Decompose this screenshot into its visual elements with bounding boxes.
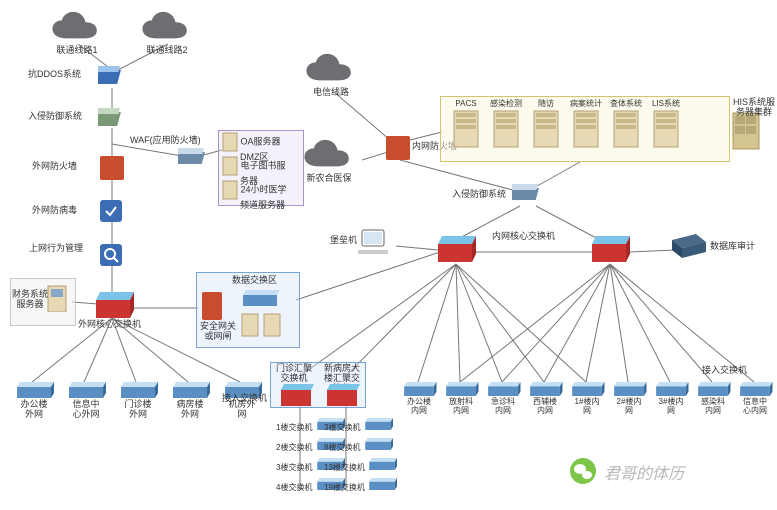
device-core-int1	[434, 236, 476, 264]
firewall-icon	[100, 156, 124, 180]
gateway-fw	[202, 292, 222, 320]
firewall-icon	[386, 136, 410, 160]
cloud-unicom1: 联通线路1	[48, 10, 106, 56]
device-core-ext	[92, 292, 134, 320]
cloud-ncms: 新农合医保	[300, 138, 358, 184]
label-access-floor: 接入交换机	[222, 394, 267, 404]
agg-switch-1	[278, 384, 314, 408]
device-fw-ext	[100, 156, 124, 180]
device-ips-int	[512, 184, 542, 204]
label-av-ext: 外网防病毒	[32, 206, 77, 216]
label-antiddos: 抗DDOS系统	[28, 70, 81, 80]
device-core-int2	[588, 236, 630, 264]
watermark	[570, 458, 596, 486]
access-switch-ext: 门诊楼外网	[116, 382, 160, 420]
floor-switch: 13楼交换机	[324, 458, 397, 473]
device-waf	[178, 148, 208, 168]
server-rack: 病案统计	[568, 100, 604, 151]
label-data-exchange-title: 数据交换区	[232, 276, 277, 286]
device-behav	[100, 244, 122, 268]
wechat-icon	[570, 458, 596, 484]
label-behav: 上网行为管理	[28, 244, 84, 254]
label-agg1: 门诊汇聚交换机	[272, 364, 316, 384]
gateway-switch	[240, 290, 280, 308]
server-rack: 感染检测	[488, 100, 524, 151]
access-switch-int: 急诊科内网	[484, 382, 522, 416]
cloud-unicom2: 联通线路2	[138, 10, 196, 56]
device-db-audit	[672, 234, 706, 260]
label-gateway: 安全网关或网闸	[198, 322, 238, 342]
floor-switch: 8楼交换机	[324, 438, 393, 453]
floor-switch: 19楼交换机	[324, 478, 397, 493]
label-waf: WAF(应用防火墙)	[130, 136, 201, 146]
agg-switch-2	[324, 384, 360, 408]
access-switch-ext: 病房楼外网	[168, 382, 212, 420]
device-antiddos	[98, 66, 124, 88]
firewall-icon	[202, 292, 222, 320]
cloud-telecom: 电信线路	[302, 52, 360, 98]
gateway-servers	[240, 312, 284, 340]
dmz-row-2: 24小时医学频道服务器	[222, 180, 302, 211]
access-switch-int: 西辅楼内网	[526, 382, 564, 416]
server-rack: 随访	[528, 100, 564, 151]
finance-server	[46, 284, 68, 314]
label-int-access: 接入交换机	[702, 366, 747, 376]
floor-switch: 3楼交换机	[324, 418, 393, 433]
device-bastion	[358, 228, 392, 258]
access-switch-int: 放射科内网	[442, 382, 480, 416]
access-switch-int: 2#楼内网	[610, 382, 648, 416]
label-finance: 财务系统服务器	[12, 290, 48, 310]
device-av-ext	[100, 200, 122, 224]
device-ips-ext	[98, 108, 124, 130]
label-bastion: 堡垒机	[330, 236, 357, 246]
access-switch-int: 3#楼内网	[652, 382, 690, 416]
watermark-text: 君哥的体历	[604, 460, 684, 484]
access-switch-ext: 办公楼外网	[12, 382, 56, 420]
access-switch-int: 感染科内网	[694, 382, 732, 416]
label-core-int: 内网核心交换机	[492, 232, 555, 242]
label-his-cluster: HIS系统服务器集群	[732, 98, 776, 118]
device-fw-int	[386, 136, 410, 160]
access-switch-int: 办公楼内网	[400, 382, 438, 416]
his-cluster	[732, 112, 760, 152]
label-core-ext: 外网核心交换机	[78, 320, 141, 330]
label-db-audit: 数据库审计	[710, 242, 755, 252]
label-fw-ext: 外网防火墙	[32, 162, 77, 172]
access-switch-int: 1#楼内网	[568, 382, 606, 416]
access-switch-ext: 信息中心外网	[64, 382, 108, 420]
access-switch-int: 信息中心内网	[736, 382, 774, 416]
server-rack: 查体系统	[608, 100, 644, 151]
label-ips-int: 入侵防御系统	[452, 190, 506, 200]
label-ips-ext: 入侵防御系统	[28, 112, 82, 122]
server-rack: PACS	[448, 100, 484, 151]
server-rack: LIS系统	[648, 100, 684, 151]
